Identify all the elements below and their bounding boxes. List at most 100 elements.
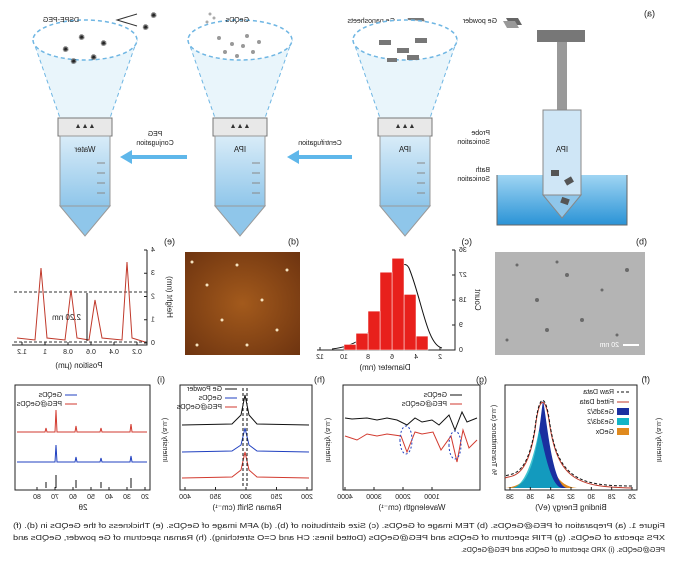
- y-axis-label: % Transmittance (a.u.): [490, 405, 497, 475]
- legend-label: Ge nanosheets: [347, 18, 395, 25]
- x-tick-label: 8: [366, 354, 370, 361]
- step-label: Sonication: [457, 176, 490, 183]
- legend-label: GeOx: [595, 429, 614, 436]
- x-tick-label: 250: [271, 494, 283, 501]
- histogram-bar: [403, 294, 417, 351]
- y-axis-label: Height (nm): [165, 276, 174, 318]
- svg-text:✺: ✺: [70, 57, 77, 66]
- legend-label: GeQDs: [38, 392, 62, 399]
- legend-label: Raw Data: [583, 389, 614, 396]
- legend-label: PEG@GeQDs: [401, 401, 447, 408]
- histogram-bar: [343, 344, 357, 351]
- caption-line: Figure 1. (a) Preparation of PEG@GeQDs. …: [13, 521, 665, 530]
- x-tick-label: 1000: [424, 494, 440, 501]
- panel-label: (d): [288, 236, 299, 246]
- x-tick-label: 26: [628, 494, 636, 501]
- x-tick-label: 0.6: [86, 349, 96, 356]
- histogram-bar: [355, 333, 369, 351]
- step-label: Probe: [471, 130, 490, 137]
- x-tick-label: 30: [123, 494, 131, 501]
- x-tick-label: 0.8: [63, 349, 73, 356]
- legend-label: DSPE-PEG: [43, 17, 79, 24]
- x-tick-label: 1: [43, 349, 47, 356]
- svg-text:✺: ✺: [78, 33, 85, 42]
- y-tick-label: 27: [459, 272, 467, 279]
- y-tick-label: 2: [151, 293, 155, 300]
- histogram-bar: [379, 271, 393, 351]
- legend-label: Ge3d3/2: [587, 419, 614, 426]
- tube-label: IPA: [398, 145, 411, 154]
- x-tick-label: 300: [240, 494, 252, 501]
- x-tick-label: 38: [506, 494, 514, 501]
- legend-label: Fitted Data: [580, 399, 614, 406]
- x-axis-label: Binding Energy (eV): [535, 503, 607, 512]
- panel-f: (f) Intensity (a.u.) Binding Energy (eV)…: [504, 374, 662, 512]
- x-tick-label: 4: [414, 354, 418, 361]
- panel-b: (b) 20 nm: [495, 236, 647, 355]
- x-tick-label: 3000: [366, 494, 382, 501]
- x-axis-label: Wavelength (cm⁻¹): [378, 503, 445, 512]
- x-axis-label: Raman Shift (cm⁻¹): [212, 503, 281, 512]
- scale-bar-label: 20 nm: [599, 342, 619, 349]
- x-tick-label: 32: [567, 494, 575, 501]
- x-tick-label: 0.4: [109, 349, 119, 356]
- panel-label: (f): [642, 374, 651, 384]
- step-label: Sonication: [457, 139, 490, 146]
- histogram-bar: [391, 258, 405, 351]
- panel-i: (i) Intensity (a.u.) 2θ GeQDs PEG@GeQDs: [14, 374, 168, 512]
- afm-image: [185, 252, 300, 355]
- panel-h: (h) Intensity (a.u.) Raman Shift (cm⁻¹) …: [176, 374, 331, 512]
- mirrored-figure: (a) IPA Probe Sonication Bath Sonication…: [12, 8, 665, 554]
- legend-label: Ge Powder: [186, 386, 222, 393]
- svg-text:✺: ✺: [62, 45, 69, 54]
- svg-text:✺: ✺: [142, 23, 149, 32]
- tube-label: Water: [74, 145, 95, 154]
- legend-label: GeQDs: [198, 395, 222, 402]
- svg-text:✺: ✺: [150, 11, 157, 20]
- y-axis-label: Intensity (a.u.): [324, 418, 331, 462]
- y-axis-label: Intensity (a.u.): [161, 418, 168, 462]
- x-tick-label: 40: [105, 494, 113, 501]
- panel-label: (i): [157, 374, 165, 384]
- sonicator-probe: [557, 42, 567, 142]
- panel-d: (d): [185, 236, 300, 355]
- panel-g: (g) % Transmittance (a.u.) Wavelength (c…: [342, 374, 497, 512]
- x-axis-label: Diameter (nm): [359, 363, 410, 372]
- panel-label: (b): [636, 236, 647, 246]
- y-tick-label: 0: [459, 347, 463, 354]
- histogram-bar: [415, 335, 429, 351]
- x-axis-label: 2θ: [78, 503, 87, 512]
- tem-image: [495, 252, 645, 355]
- y-tick-label: 36: [459, 247, 467, 254]
- panel-label: (h): [314, 374, 325, 384]
- x-tick-label: 30: [587, 494, 595, 501]
- sonication-tube: [542, 109, 582, 196]
- panel-label: (e): [164, 236, 175, 246]
- x-tick-label: 200: [301, 494, 313, 501]
- svg-text:✺: ✺: [90, 53, 97, 62]
- y-tick-label: 4: [151, 247, 155, 254]
- histogram-bar: [367, 310, 381, 351]
- y-tick-label: 0: [151, 340, 155, 347]
- step-label: Conjugation: [136, 140, 173, 147]
- x-tick-label: 50: [87, 494, 95, 501]
- panel-e: (e) Height (nm) Position (µm) 2.20 nm: [12, 236, 175, 370]
- step-label: Centrifugation: [298, 140, 342, 147]
- tube-label: IPA: [555, 145, 568, 154]
- panel-a: (a) IPA Probe Sonication Bath Sonication…: [32, 8, 655, 237]
- legend-label: GeQDs: [225, 17, 249, 24]
- x-tick-label: 60: [69, 494, 77, 501]
- x-tick-label: 6: [390, 354, 394, 361]
- caption-line: XPS spectra of GeQDs. (g) FTIR spectrum …: [13, 533, 665, 542]
- x-tick-label: 70: [51, 494, 59, 501]
- step-label: Bath: [475, 167, 490, 174]
- y-tick-label: 3: [151, 270, 155, 277]
- panel-label: (a): [644, 8, 655, 18]
- x-tick-label: 4000: [337, 494, 353, 501]
- x-tick-label: 12: [316, 354, 324, 361]
- x-tick-label: 400: [179, 494, 191, 501]
- sonicator-head: [537, 30, 585, 42]
- y-tick-label: 1: [151, 317, 155, 324]
- x-tick-label: 0.2: [132, 349, 142, 356]
